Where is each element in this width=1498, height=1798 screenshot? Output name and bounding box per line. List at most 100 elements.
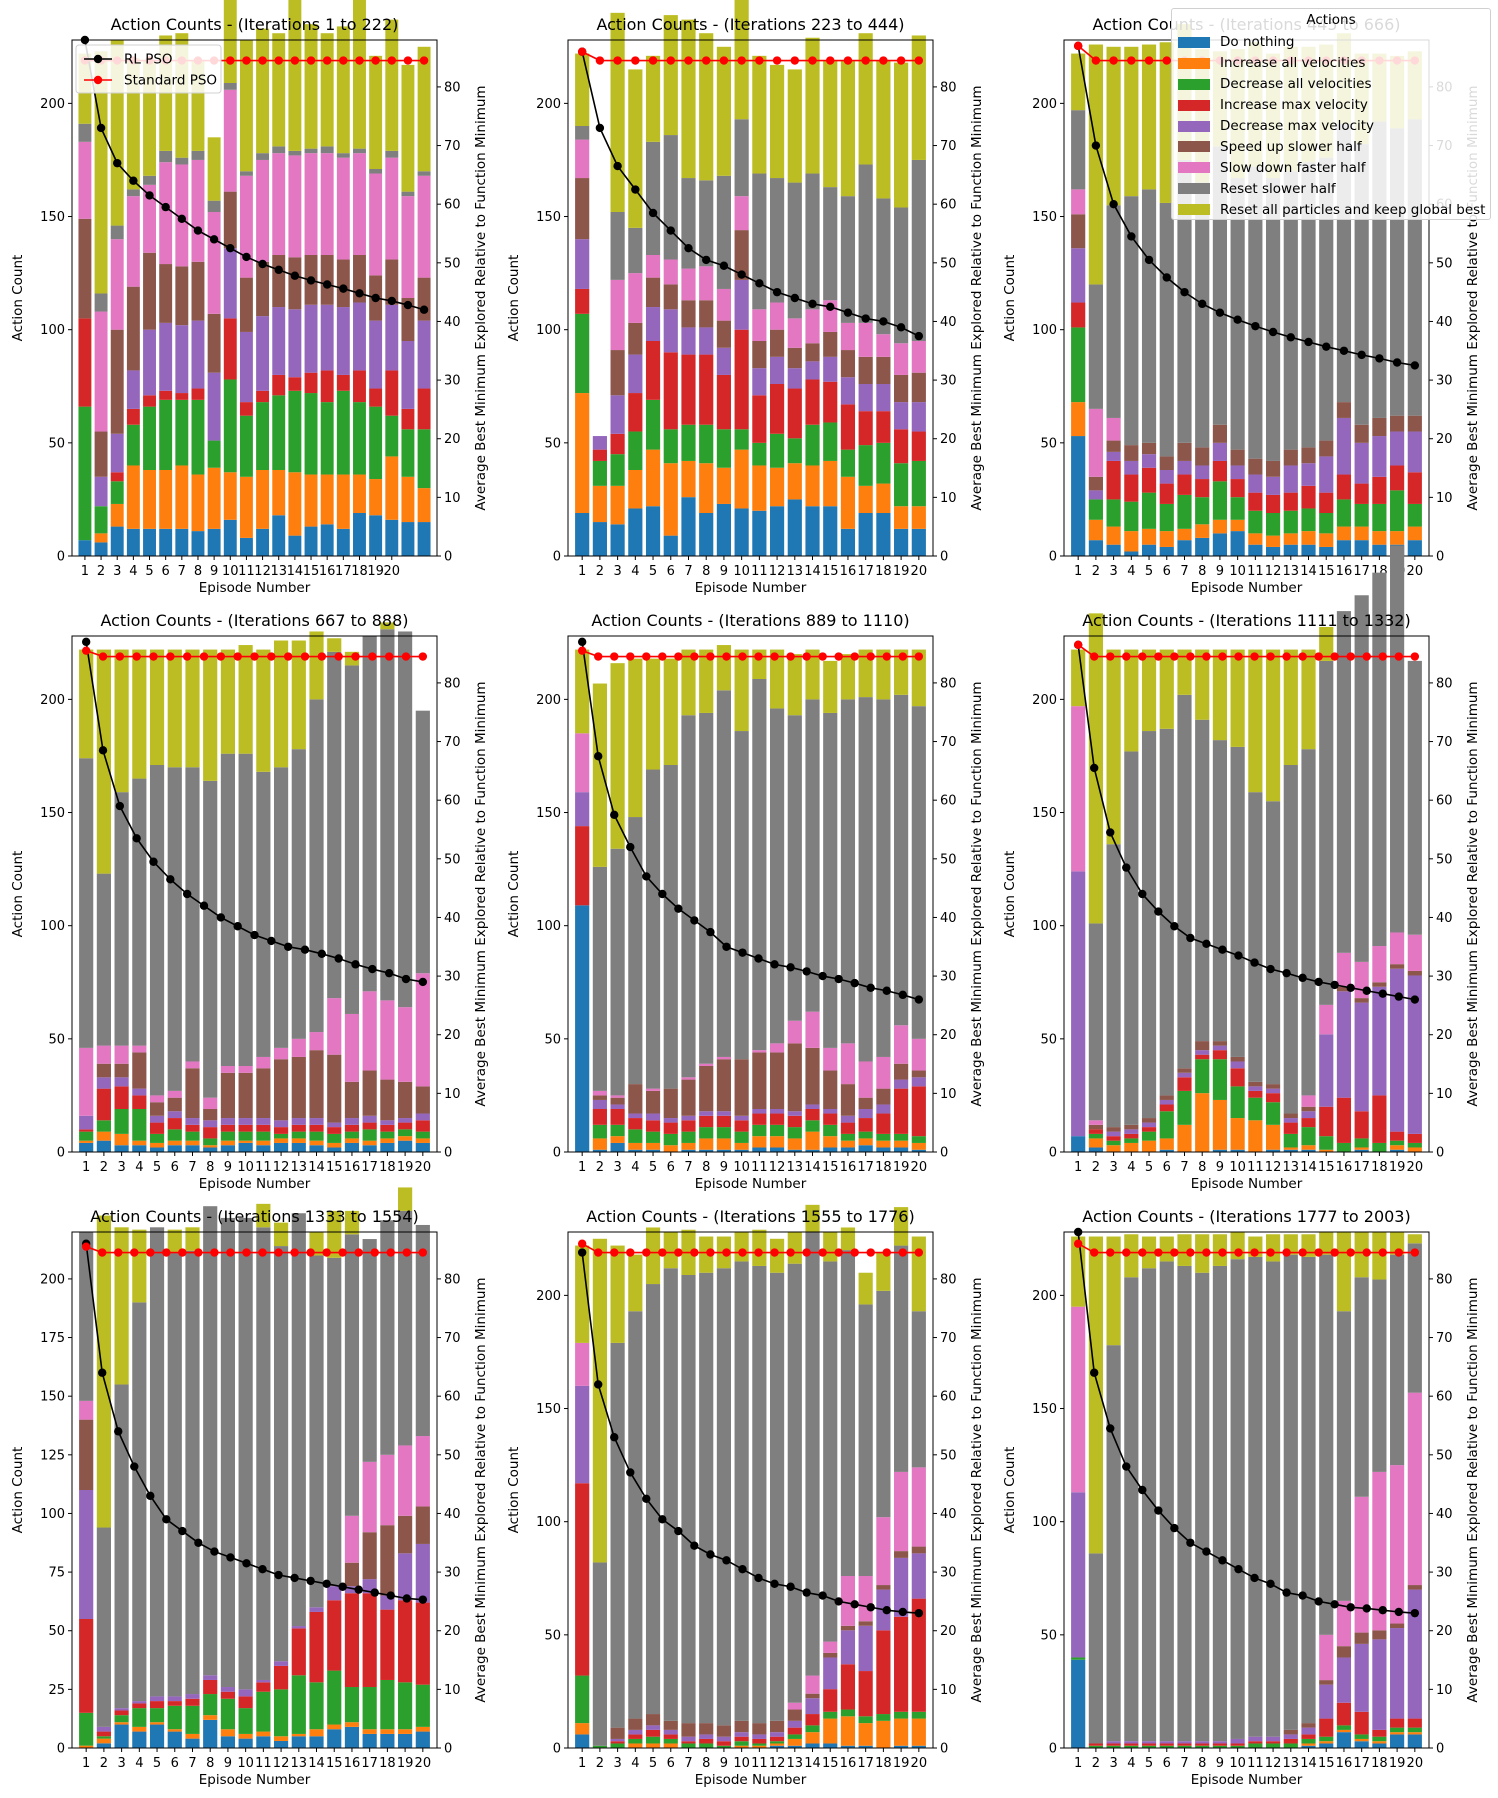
bar-do-nothing-10 bbox=[1230, 1149, 1245, 1152]
bar-slow-down-faster-half-16 bbox=[320, 153, 334, 255]
bar-speed-up-slower-half-16 bbox=[840, 1625, 856, 1631]
bar-reset-slower-half-3 bbox=[114, 1384, 129, 1709]
bar-increase-max-velocity-3 bbox=[610, 1741, 625, 1744]
bar-increase-all-velocities-17 bbox=[336, 474, 350, 529]
bar-reset-all-particles-and-keep-global-best-15 bbox=[1319, 626, 1334, 661]
rl-pso-point bbox=[1154, 1506, 1163, 1515]
bar-reset-all-particles-and-keep-global-best-16 bbox=[1336, 1232, 1352, 1312]
bar-reset-slower-half-7 bbox=[681, 1275, 696, 1724]
bar-do-nothing-13 bbox=[291, 1142, 306, 1152]
standard-pso-point bbox=[1378, 652, 1387, 661]
standard-pso-point bbox=[684, 56, 693, 65]
standard-pso-point bbox=[626, 1248, 635, 1257]
bar-decrease-all-velocities-7 bbox=[681, 1743, 696, 1748]
bar-speed-up-slower-half-20 bbox=[1407, 1585, 1422, 1590]
bar-decrease-all-velocities-5 bbox=[149, 1133, 165, 1143]
bar-reset-slower-half-9 bbox=[1212, 1265, 1227, 1742]
bar-increase-all-velocities-3 bbox=[1106, 1145, 1121, 1152]
bar-reset-all-particles-and-keep-global-best-13 bbox=[272, 33, 286, 147]
bar-reset-slower-half-13 bbox=[1283, 171, 1298, 450]
bar-reset-slower-half-20 bbox=[911, 706, 926, 1039]
bar-reset-slower-half-8 bbox=[1195, 182, 1210, 448]
standard-pso-point bbox=[1218, 652, 1227, 661]
bar-slow-down-faster-half-16 bbox=[840, 1576, 856, 1626]
standard-pso-point bbox=[843, 56, 853, 65]
x-tick-label: 7 bbox=[188, 1756, 196, 1771]
bar-increase-max-velocity-15 bbox=[327, 1600, 342, 1671]
x-axis-label: Episode Number bbox=[695, 1772, 807, 1788]
y2-tick-label: 20 bbox=[444, 1028, 461, 1043]
bar-speed-up-slower-half-9 bbox=[716, 320, 731, 348]
bar-increase-all-velocities-18 bbox=[380, 1729, 395, 1734]
bar-increase-max-velocity-9 bbox=[1212, 1743, 1227, 1746]
x-tick-label: 1 bbox=[1074, 564, 1082, 579]
bar-reset-slower-half-5 bbox=[1141, 1268, 1157, 1742]
x-tick-label: 6 bbox=[1163, 564, 1171, 579]
bar-reset-slower-half-18 bbox=[876, 699, 891, 1057]
bar-speed-up-slower-half-3 bbox=[610, 1097, 625, 1105]
bar-decrease-all-velocities-17 bbox=[1354, 1138, 1369, 1148]
standard-pso-point bbox=[772, 56, 782, 65]
bar-increase-max-velocity-15 bbox=[1319, 492, 1334, 513]
bar-increase-all-velocities-12 bbox=[256, 470, 270, 529]
x-tick-label: 7 bbox=[188, 1160, 196, 1175]
bar-reset-slower-half-10 bbox=[1230, 178, 1245, 450]
bar-increase-max-velocity-15 bbox=[823, 1113, 838, 1125]
rl-pso-point bbox=[1298, 973, 1307, 983]
bar-speed-up-slower-half-17 bbox=[858, 1621, 873, 1626]
standard-pso-point bbox=[722, 652, 731, 661]
bar-speed-up-slower-half-16 bbox=[1336, 1646, 1352, 1658]
bar-speed-up-slower-half-2 bbox=[96, 1063, 111, 1078]
bar-decrease-max-velocity-12 bbox=[273, 1120, 289, 1128]
bar-decrease-all-velocities-13 bbox=[1283, 1743, 1298, 1748]
bar-decrease-all-velocities-7 bbox=[1177, 1090, 1192, 1125]
bar-increase-max-velocity-12 bbox=[256, 390, 270, 403]
bar-increase-all-velocities-15 bbox=[823, 1136, 838, 1148]
bar-increase-all-velocities-9 bbox=[220, 1140, 235, 1146]
bar-reset-slower-half-5 bbox=[143, 175, 156, 185]
bar-reset-slower-half-19 bbox=[1390, 545, 1405, 933]
bar-do-nothing-17 bbox=[1354, 540, 1369, 556]
bar-decrease-max-velocity-4 bbox=[126, 370, 140, 409]
rl-pso-point bbox=[882, 986, 891, 995]
bar-reset-slower-half-16 bbox=[840, 699, 856, 1044]
bar-decrease-max-velocity-8 bbox=[699, 327, 714, 355]
bar-do-nothing-1 bbox=[79, 1142, 94, 1152]
bar-increase-max-velocity-4 bbox=[628, 393, 643, 432]
bar-increase-max-velocity-8 bbox=[699, 354, 714, 425]
bar-increase-all-velocities-3 bbox=[610, 485, 625, 525]
bar-increase-all-velocities-18 bbox=[353, 474, 366, 513]
x-tick-label: 13 bbox=[270, 564, 287, 579]
bar-reset-slower-half-4 bbox=[132, 1302, 147, 1702]
x-tick-label: 12 bbox=[254, 564, 271, 579]
bar-reset-slower-half-12 bbox=[1265, 1261, 1281, 1737]
bar-slow-down-faster-half-1 bbox=[1071, 1306, 1086, 1493]
bar-slow-down-faster-half-14 bbox=[805, 1675, 820, 1694]
bar-decrease-all-velocities-15 bbox=[1319, 1736, 1334, 1742]
bar-decrease-all-velocities-3 bbox=[610, 1743, 625, 1748]
y-tick-label: 150 bbox=[536, 1402, 561, 1417]
x-tick-label: 18 bbox=[351, 564, 368, 579]
bar-increase-max-velocity-7 bbox=[1177, 1077, 1192, 1091]
bar-do-nothing-17 bbox=[1354, 1741, 1369, 1748]
rl-pso-point bbox=[770, 1579, 779, 1589]
bar-speed-up-slower-half-18 bbox=[876, 1088, 891, 1105]
bar-reset-all-particles-and-keep-global-best-12 bbox=[273, 1222, 289, 1247]
bar-speed-up-slower-half-3 bbox=[114, 1063, 129, 1078]
bar-do-nothing-12 bbox=[769, 1745, 785, 1748]
bar-decrease-all-velocities-15 bbox=[1319, 513, 1334, 534]
bar-increase-max-velocity-14 bbox=[805, 379, 820, 425]
bar-reset-all-particles-and-keep-global-best-12 bbox=[256, 28, 270, 154]
standard-pso-point bbox=[610, 652, 619, 661]
bar-slow-down-faster-half-3 bbox=[110, 239, 124, 330]
standard-pso-line bbox=[85, 1245, 423, 1254]
bar-speed-up-slower-half-17 bbox=[362, 1070, 377, 1116]
bar-speed-up-slower-half-10 bbox=[734, 1059, 749, 1116]
bar-reset-all-particles-and-keep-global-best-9 bbox=[1212, 649, 1227, 741]
x-tick-label: 15 bbox=[326, 1756, 343, 1771]
bar-reset-all-particles-and-keep-global-best-10 bbox=[734, 1232, 749, 1262]
bar-do-nothing-4 bbox=[628, 1149, 643, 1152]
bar-speed-up-slower-half-20 bbox=[911, 372, 926, 403]
bar-reset-all-particles-and-keep-global-best-6 bbox=[167, 649, 182, 768]
